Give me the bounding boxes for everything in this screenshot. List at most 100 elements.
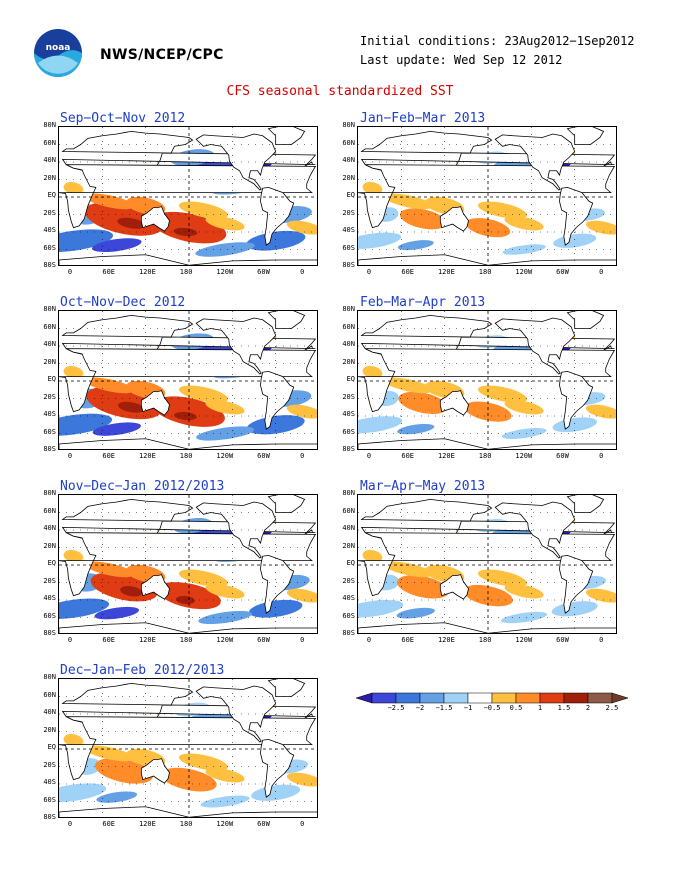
noaa-logo-icon: noaa xyxy=(33,28,83,78)
land-outline xyxy=(358,622,616,633)
colorbar-tick-label: −1 xyxy=(463,704,473,712)
lat-label: 20N xyxy=(342,357,355,366)
land-outline xyxy=(439,390,469,416)
anomaly-patch xyxy=(286,588,317,603)
lat-label: 40N xyxy=(43,156,56,164)
lon-label: 120E xyxy=(437,452,455,460)
page-title: CFS seasonal standardized SST xyxy=(226,84,454,99)
colorbar-swatch xyxy=(419,692,445,704)
sst-map xyxy=(58,678,318,818)
lon-label: 180 xyxy=(179,820,193,828)
lon-label: 120W xyxy=(515,636,533,644)
lat-label: 40S xyxy=(43,226,56,234)
lon-label: 0 xyxy=(67,636,73,644)
anomaly-patch xyxy=(397,240,434,251)
anomaly-patch xyxy=(553,233,597,248)
land-outline xyxy=(59,438,317,449)
anomaly-patch xyxy=(585,404,616,419)
lat-label: 20S xyxy=(342,576,355,585)
lat-label: EQ xyxy=(346,559,355,567)
colorbar-swatch xyxy=(355,692,373,704)
anomaly-patch xyxy=(63,550,84,563)
lat-label: 40S xyxy=(342,226,355,234)
lon-label: 60W xyxy=(257,820,270,828)
lat-label: 20S xyxy=(43,208,56,217)
anomaly-patch xyxy=(362,182,383,195)
anomaly-patch xyxy=(358,599,404,618)
anomaly-patch xyxy=(504,584,544,599)
lat-label: 80S xyxy=(43,629,56,637)
lon-label: 120W xyxy=(515,452,533,460)
land-outline xyxy=(494,317,576,375)
anomaly-patch xyxy=(396,575,450,599)
sst-map xyxy=(357,126,617,266)
lat-label: 20N xyxy=(342,173,355,182)
lon-label: 0 xyxy=(300,636,305,644)
anomaly-patch xyxy=(205,584,245,599)
lon-label: 0 xyxy=(67,820,73,828)
organization-name: NWS/NCEP/CPC xyxy=(100,47,224,63)
lon-label: 60W xyxy=(257,452,270,460)
land-outline xyxy=(358,254,616,265)
initial-conditions: Initial conditions: 23Aug2012−1Sep2012 xyxy=(360,34,635,48)
lat-label: EQ xyxy=(346,375,355,383)
anomaly-patch xyxy=(198,610,252,625)
lat-label: 20S xyxy=(43,576,56,585)
land-outline xyxy=(140,758,170,784)
colorbar-swatch xyxy=(395,692,421,704)
lat-label: 40S xyxy=(43,594,56,602)
lon-label: 120E xyxy=(138,268,156,276)
anomaly-patch xyxy=(465,218,511,238)
colorbar-tick-label: 1.5 xyxy=(557,704,571,712)
lon-label: 60E xyxy=(401,636,415,644)
colorbar-swatch xyxy=(515,692,541,704)
anomaly-patch xyxy=(245,230,306,251)
land-outline xyxy=(59,806,317,817)
land-outline xyxy=(260,554,295,614)
anomaly-patch xyxy=(464,401,512,422)
anomaly-patch xyxy=(358,416,403,434)
lat-label: 80S xyxy=(43,445,56,453)
anomaly-patch xyxy=(384,377,434,394)
land-outline xyxy=(140,390,170,416)
lat-label: 40N xyxy=(43,340,56,348)
lon-label: 180 xyxy=(478,636,492,644)
lat-label: EQ xyxy=(47,375,56,383)
anomaly-patch xyxy=(477,201,527,219)
lon-label: 60W xyxy=(556,268,569,276)
colorbar-tick-label: −2 xyxy=(415,704,425,712)
anomaly-patch xyxy=(96,791,138,803)
anomaly-patch xyxy=(117,217,146,229)
colorbar-swatch xyxy=(467,692,493,704)
lat-label: 40S xyxy=(43,410,56,418)
lon-label: 180 xyxy=(478,268,492,276)
lon-label: 0 xyxy=(366,452,372,460)
anomaly-patch xyxy=(200,795,250,808)
panel-title: Sep−Oct−Nov 2012 xyxy=(60,111,186,126)
lat-label: 60N xyxy=(342,138,355,147)
colorbar-tick-label: 2.5 xyxy=(605,704,619,712)
anomaly-patch xyxy=(157,582,221,610)
anomaly-patch xyxy=(504,400,544,415)
anomaly-patch xyxy=(463,584,513,607)
lat-label: 20S xyxy=(43,392,56,401)
anomaly-patch xyxy=(477,385,527,403)
lat-label: 60S xyxy=(43,795,56,804)
anomaly-patch xyxy=(358,232,402,249)
lon-label: 0 xyxy=(300,268,305,276)
colorbar-swatch xyxy=(491,692,517,704)
lat-label: 60S xyxy=(43,243,56,252)
anomaly-patch xyxy=(248,599,303,618)
sst-map xyxy=(58,494,318,634)
lon-label: 60E xyxy=(401,268,415,276)
lat-label: EQ xyxy=(47,191,56,199)
panel-title: Oct−Nov−Dec 2012 xyxy=(60,295,186,310)
land-outline xyxy=(59,254,317,265)
land-outline xyxy=(494,501,576,559)
lat-label: EQ xyxy=(47,559,56,567)
lat-label: EQ xyxy=(47,743,56,751)
anomaly-patch xyxy=(504,216,544,231)
anomaly-patch xyxy=(251,784,301,801)
anomaly-patch xyxy=(178,753,228,771)
lat-label: 20N xyxy=(43,541,56,550)
